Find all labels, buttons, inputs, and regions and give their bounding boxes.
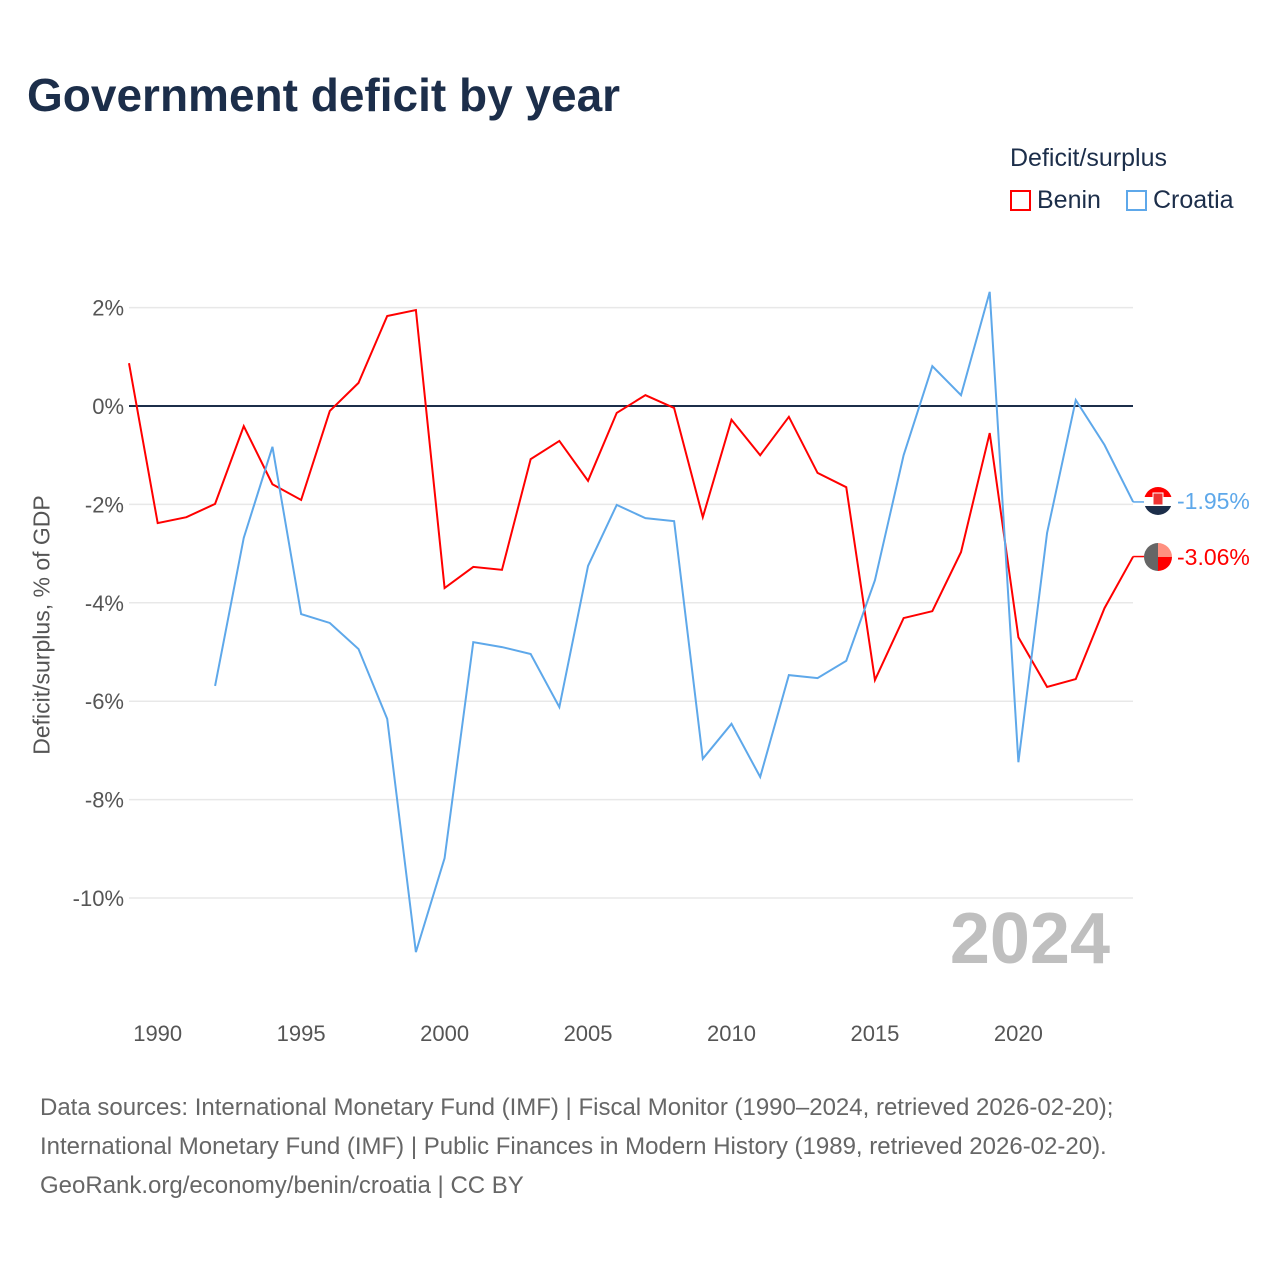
y-tick-label: -4% bbox=[85, 591, 124, 616]
x-tick-label: 1990 bbox=[133, 1021, 182, 1046]
series-line-croatia bbox=[214, 291, 1135, 953]
legend-item-benin[interactable]: Benin bbox=[1010, 186, 1101, 215]
croatia-end-label: -1.95% bbox=[1177, 488, 1250, 514]
x-tick-label: 2005 bbox=[564, 1021, 613, 1046]
x-tick-label: 2020 bbox=[994, 1021, 1043, 1046]
benin-end-label: -3.06% bbox=[1177, 544, 1250, 570]
y-tick-label: 2% bbox=[92, 296, 124, 321]
y-tick-label: 0% bbox=[92, 394, 124, 419]
legend-label-croatia: Croatia bbox=[1153, 186, 1234, 214]
x-tick-label: 2015 bbox=[850, 1021, 899, 1046]
croatia-flag-icon bbox=[1144, 487, 1172, 515]
legend-swatch-benin bbox=[1010, 190, 1031, 211]
year-watermark: 2024 bbox=[950, 899, 1110, 979]
source-line-1: Data sources: International Monetary Fun… bbox=[40, 1094, 1114, 1121]
series-line-benin bbox=[128, 308, 1135, 689]
y-tick-label: -8% bbox=[85, 788, 124, 813]
y-tick-label: -2% bbox=[85, 492, 124, 517]
x-tick-label: 2000 bbox=[420, 1021, 469, 1046]
y-tick-label: -6% bbox=[85, 689, 124, 714]
benin-flag-icon bbox=[1144, 543, 1172, 571]
source-line-2: International Monetary Fund (IMF) | Publ… bbox=[40, 1133, 1107, 1160]
source-line-3[interactable]: GeoRank.org/economy/benin/croatia | CC B… bbox=[40, 1172, 524, 1199]
legend-label-benin: Benin bbox=[1037, 186, 1101, 214]
x-tick-label: 2010 bbox=[707, 1021, 756, 1046]
y-tick-label: -10% bbox=[73, 886, 124, 911]
x-tick-label: 1995 bbox=[277, 1021, 326, 1046]
legend-swatch-croatia bbox=[1126, 190, 1147, 211]
legend-title: Deficit/surplus bbox=[1010, 144, 1167, 172]
source-note: Data sources: International Monetary Fun… bbox=[40, 1088, 1113, 1205]
legend-item-croatia[interactable]: Croatia bbox=[1126, 186, 1234, 215]
chart-title: Government deficit by year bbox=[27, 69, 621, 121]
